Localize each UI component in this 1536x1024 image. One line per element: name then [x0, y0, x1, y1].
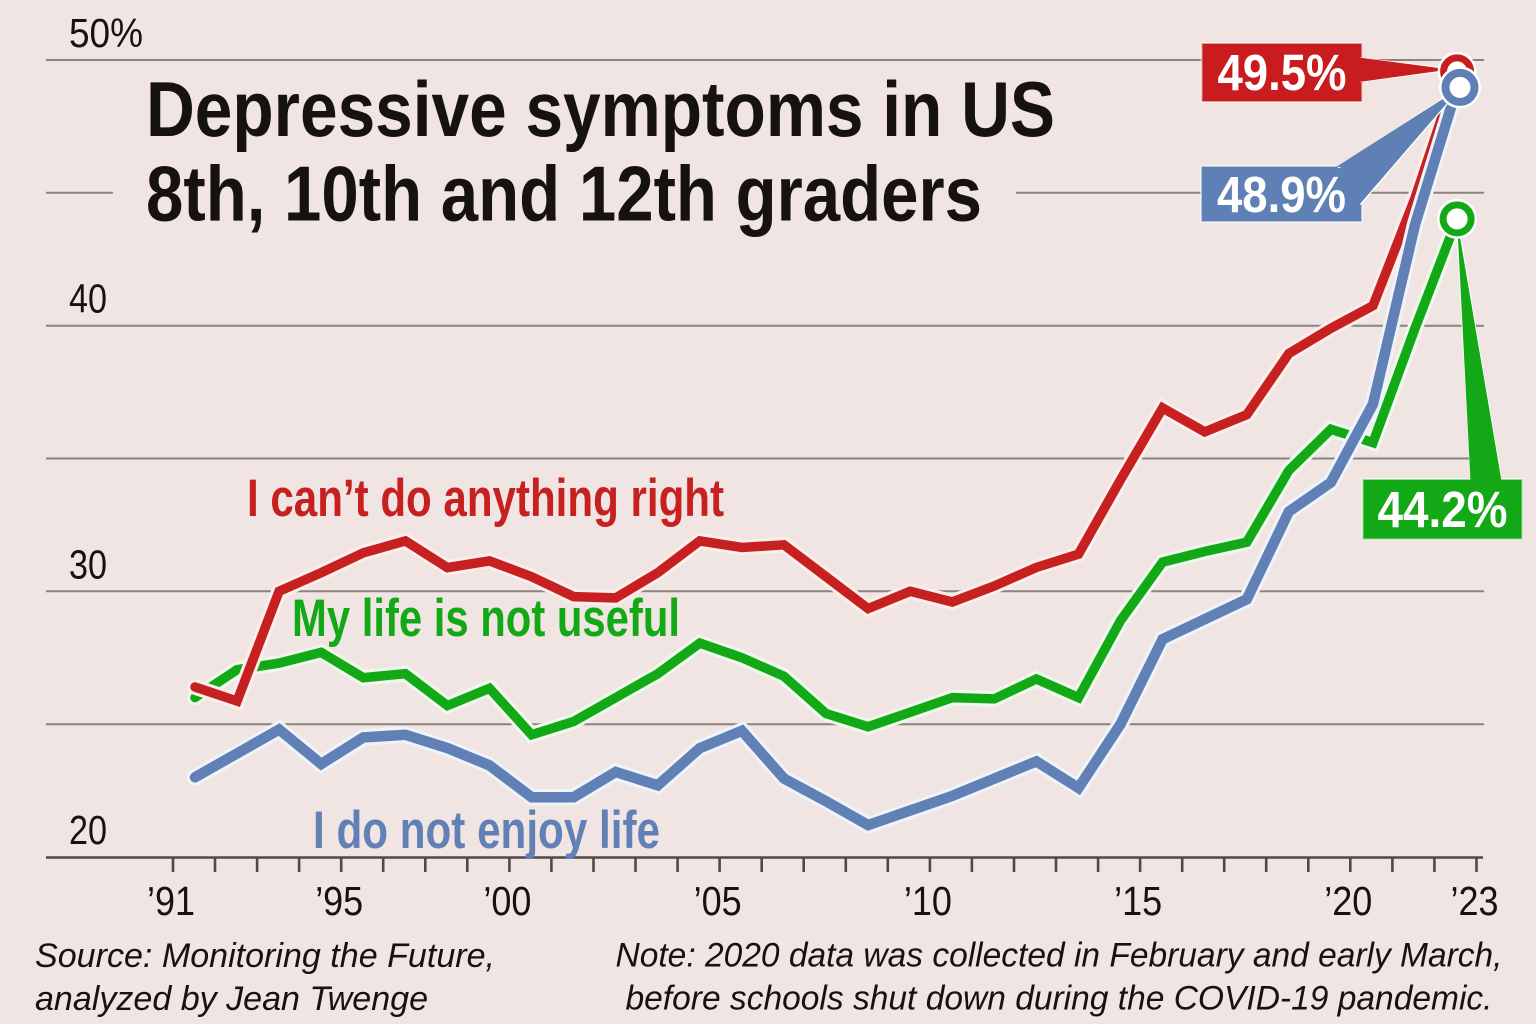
svg-text:’20: ’20	[1324, 878, 1372, 924]
svg-text:analyzed by Jean Twenge: analyzed by Jean Twenge	[35, 980, 428, 1018]
svg-text:’95: ’95	[315, 878, 363, 924]
svg-text:44.2%: 44.2%	[1378, 481, 1508, 538]
svg-text:40: 40	[69, 276, 107, 322]
svg-text:30: 30	[69, 541, 107, 587]
svg-text:48.9%: 48.9%	[1217, 166, 1346, 223]
svg-text:Source: Monitoring the Future,: Source: Monitoring the Future,	[35, 937, 495, 975]
svg-text:50%: 50%	[69, 10, 143, 56]
svg-text:I can’t do anything right: I can’t do anything right	[247, 469, 724, 528]
svg-text:’23: ’23	[1451, 878, 1499, 924]
svg-text:’15: ’15	[1114, 878, 1162, 924]
svg-text:’00: ’00	[483, 878, 531, 924]
svg-text:49.5%: 49.5%	[1218, 44, 1347, 101]
svg-text:8th, 10th and 12th graders: 8th, 10th and 12th graders	[146, 149, 982, 237]
svg-text:I do not enjoy life: I do not enjoy life	[313, 801, 660, 860]
svg-text:’10: ’10	[904, 878, 952, 924]
svg-text:’05: ’05	[694, 878, 742, 924]
svg-text:Depressive symptoms in US: Depressive symptoms in US	[146, 65, 1055, 153]
svg-text:20: 20	[69, 807, 107, 853]
svg-text:’91: ’91	[147, 878, 195, 924]
svg-text:before schools shut down durin: before schools shut down during the COVI…	[626, 980, 1493, 1018]
svg-text:Note: 2020 data was collected: Note: 2020 data was collected in Februar…	[616, 937, 1503, 975]
